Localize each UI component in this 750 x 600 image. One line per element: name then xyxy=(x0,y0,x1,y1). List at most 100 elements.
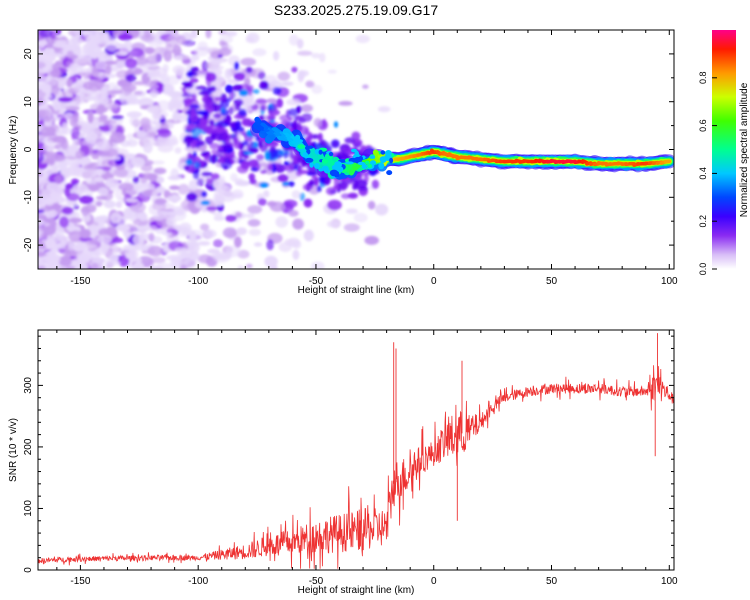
ridge-scatter-blob xyxy=(307,131,313,142)
noise-blob xyxy=(52,135,66,143)
noise-blob xyxy=(126,111,142,118)
noise-blob xyxy=(129,47,144,58)
ridge-bright-blob xyxy=(297,144,305,149)
noise-blob xyxy=(70,127,80,139)
noise-blob xyxy=(41,83,52,93)
ridge-scatter-blob xyxy=(241,118,253,127)
noise-blob xyxy=(96,215,109,223)
noise-blob xyxy=(76,251,83,263)
noise-blob xyxy=(38,265,46,269)
ridge-scatter-blob xyxy=(299,192,306,201)
noise-blob xyxy=(132,176,140,184)
noise-blob xyxy=(253,242,263,247)
y-tick-label: -20 xyxy=(23,237,34,252)
noise-blob xyxy=(269,201,285,212)
noise-blob xyxy=(115,200,123,209)
noise-blob xyxy=(236,227,248,236)
noise-blob xyxy=(109,254,120,262)
ridge-bright-blob xyxy=(308,145,314,149)
noise-blob xyxy=(38,218,45,226)
ridge-scatter-blob xyxy=(205,206,218,211)
noise-blob xyxy=(105,64,112,75)
ridge-scatter-blob xyxy=(202,152,208,157)
noise-blob xyxy=(213,239,223,248)
ridge-bright-blob xyxy=(369,155,376,159)
noise-blob xyxy=(195,69,211,75)
ridge-segment xyxy=(262,129,270,133)
noise-blob xyxy=(96,150,111,157)
noise-blob xyxy=(125,74,137,82)
noise-blob xyxy=(38,227,42,238)
noise-blob xyxy=(247,219,261,227)
noise-blob xyxy=(113,168,129,178)
noise-blob xyxy=(176,35,186,46)
ridge-scatter-blob xyxy=(251,104,259,111)
ridge-scatter-blob xyxy=(211,149,219,155)
x-tick-label: 0 xyxy=(431,576,437,587)
ridge-bright-blob xyxy=(309,162,314,168)
noise-blob xyxy=(147,225,158,232)
noise-blob xyxy=(38,176,46,182)
ridge-scatter-blob xyxy=(317,132,323,142)
noise-blob xyxy=(273,51,280,61)
noise-blob xyxy=(119,92,126,102)
ridge-scatter-blob xyxy=(282,181,290,187)
ridge-bright-blob xyxy=(304,157,314,163)
noise-blob xyxy=(230,173,238,182)
ridge-scatter-blob xyxy=(242,140,249,146)
noise-blob xyxy=(104,260,121,266)
ridge-scatter-blob xyxy=(183,137,194,144)
noise-blob xyxy=(54,174,63,185)
noise-blob xyxy=(248,228,261,236)
ridge-scatter-blob xyxy=(186,142,191,149)
noise-blob xyxy=(112,243,119,255)
noise-blob xyxy=(219,191,236,203)
ridge-scatter-blob xyxy=(260,169,267,174)
noise-blob xyxy=(167,91,183,98)
noise-blob xyxy=(281,81,294,87)
noise-blob xyxy=(205,30,212,39)
noise-blob xyxy=(95,91,107,102)
x-tick-label: -150 xyxy=(70,576,90,587)
noise-blob xyxy=(245,213,255,219)
ridge-scatter-blob xyxy=(193,161,201,169)
noise-blob xyxy=(116,216,126,227)
noise-blob xyxy=(42,139,55,151)
noise-blob xyxy=(303,198,313,208)
spectrogram-x-axis: -150 -100 -50 0 50 100 xyxy=(56,30,678,287)
noise-blob xyxy=(166,254,182,261)
ridge-scatter-blob xyxy=(225,84,233,93)
snr-frame xyxy=(37,329,675,571)
noise-blob xyxy=(147,245,163,257)
noise-blob xyxy=(327,69,337,74)
noise-blob xyxy=(126,133,135,140)
ridge-scatter-blob xyxy=(340,193,351,200)
colorbar-tick-label: 0.4 xyxy=(698,167,708,180)
ridge-scatter-blob xyxy=(260,104,267,112)
noise-blob xyxy=(59,216,69,228)
noise-blob xyxy=(140,34,155,42)
ridge-scatter-blob xyxy=(288,116,293,122)
spectrogram-y-axis: -20 -10 0 10 20 xyxy=(23,29,674,270)
y-tick-label: -10 xyxy=(23,190,34,205)
noise-blob xyxy=(362,84,369,89)
noise-blob xyxy=(38,141,45,148)
noise-blob xyxy=(88,84,101,92)
noise-blob xyxy=(64,112,74,118)
ridge-scatter-blob xyxy=(283,151,290,159)
colorbar-gradient xyxy=(712,30,736,269)
noise-blob xyxy=(234,236,242,248)
ridge-scatter-blob xyxy=(344,137,356,144)
ridge-scatter-blob xyxy=(301,113,313,122)
x-tick-label: -50 xyxy=(309,576,324,587)
noise-blob xyxy=(84,95,97,101)
noise-blob xyxy=(81,205,89,217)
noise-blob xyxy=(155,186,167,194)
noise-blob xyxy=(377,106,391,113)
noise-blob xyxy=(367,200,376,210)
noise-blob xyxy=(197,241,211,246)
ridge-bright-blob xyxy=(324,169,331,174)
ridge-scatter-blob xyxy=(205,136,214,145)
noise-blob xyxy=(169,185,180,190)
ridge-scatter-blob xyxy=(247,159,260,167)
